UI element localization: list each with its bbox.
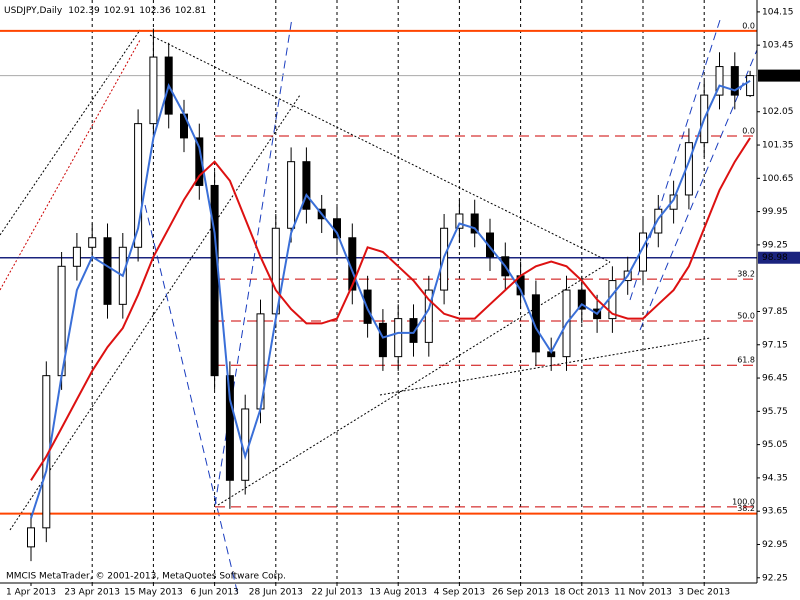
candle-body <box>409 318 418 343</box>
x-tick-label: 11 Nov 2013 <box>614 588 672 598</box>
low-value: 102.36 <box>139 6 171 16</box>
x-tick-label: 1 Apr 2013 <box>6 588 56 598</box>
trendline <box>9 94 301 531</box>
copyright: MMCIS MetaTrader, © 2001-2013, MetaQuote… <box>6 572 286 582</box>
x-tick-label: 6 Jun 2013 <box>190 588 238 598</box>
x-tick-label: 23 Apr 2013 <box>64 588 120 598</box>
level-label: 0.0 <box>742 127 755 136</box>
level-label: 50.0 <box>737 311 755 320</box>
y-tick-label: 99.25 <box>762 240 788 250</box>
candle-body <box>654 208 663 234</box>
candle-body <box>577 289 586 310</box>
y-tick-label: 104.15 <box>762 7 794 17</box>
y-tick-label: 92.95 <box>762 540 788 550</box>
y-tick-label: 103.45 <box>762 41 794 51</box>
x-tick-label: 15 May 2013 <box>124 588 183 598</box>
candle-body <box>470 213 479 234</box>
close-value: 102.81 <box>175 6 207 16</box>
x-tick-label: 28 Jun 2013 <box>249 588 303 598</box>
x-tick-label: 18 Oct 2013 <box>554 588 610 598</box>
channel-line <box>639 49 758 331</box>
candle-body <box>88 237 97 248</box>
candle-body <box>531 294 540 353</box>
trendline <box>217 261 611 506</box>
y-tick-label: 92.25 <box>762 573 788 583</box>
y-tick-label: 95.05 <box>762 440 788 450</box>
x-tick-label: 13 Aug 2013 <box>369 588 427 598</box>
candle-body <box>149 56 158 125</box>
level-label: 100.0 <box>732 497 755 506</box>
x-tick-label: 3 Dec 2013 <box>678 588 730 598</box>
candle-body <box>378 322 387 358</box>
moving-average <box>30 79 751 519</box>
y-tick-label: 97.15 <box>762 340 788 350</box>
y-tick-label: 96.45 <box>762 374 788 384</box>
price-tag-label: 102.81 <box>762 71 794 81</box>
candle-body <box>287 161 296 229</box>
symbol: USDJPY,Daily <box>4 6 63 16</box>
candle-body <box>225 375 234 481</box>
y-tick-label: 102.05 <box>762 107 794 117</box>
candle-body <box>134 123 143 248</box>
y-tick-label: 94.35 <box>762 473 788 483</box>
candle-body <box>302 161 311 210</box>
candle-body <box>455 213 464 229</box>
y-tick-label: 100.65 <box>762 174 794 184</box>
candle-body <box>669 194 678 210</box>
level-label: 0.0 <box>742 21 755 30</box>
channel-line <box>629 19 721 301</box>
y-tick-label: 93.65 <box>762 507 788 517</box>
candle-body <box>746 75 755 97</box>
x-tick-label: 4 Sep 2013 <box>434 588 485 598</box>
x-tick-label: 26 Sep 2013 <box>492 588 549 598</box>
price-tag <box>758 69 800 82</box>
candle-body <box>715 66 724 96</box>
trendline <box>149 34 611 263</box>
open-value: 102.39 <box>68 6 100 16</box>
candle-body <box>27 527 35 548</box>
level-label: 38.2 <box>737 270 755 279</box>
y-tick-label: 101.35 <box>762 141 794 151</box>
x-tick-label: 22 Jul 2013 <box>312 588 363 598</box>
price-tag-label: 98.98 <box>762 253 788 263</box>
channel-line <box>144 204 239 596</box>
candle-body <box>486 232 494 258</box>
trendline <box>0 29 141 236</box>
y-tick-label: 99.95 <box>762 207 788 217</box>
candle-body <box>730 66 739 96</box>
chart-header: USDJPY,Daily 102.39 102.91 102.36 102.81 <box>4 6 206 16</box>
level-label: 61.8 <box>737 356 755 365</box>
y-tick-label: 97.85 <box>762 307 788 317</box>
high-value: 102.91 <box>104 6 136 16</box>
y-tick-label: 95.75 <box>762 407 788 417</box>
level-label: 38.2 <box>737 504 755 513</box>
candle-body <box>72 246 81 267</box>
price-tag <box>758 251 800 264</box>
candle-body <box>103 237 112 305</box>
moving-average <box>30 137 751 481</box>
candle-body <box>394 318 403 358</box>
